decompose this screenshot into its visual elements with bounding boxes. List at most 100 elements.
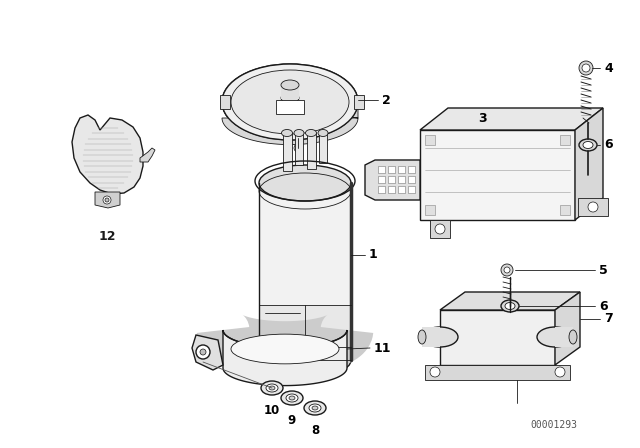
Text: 2: 2 (382, 94, 391, 107)
Text: 5: 5 (599, 263, 608, 276)
Text: 3: 3 (478, 112, 486, 125)
Circle shape (588, 202, 598, 212)
Ellipse shape (569, 330, 577, 344)
Bar (408, 176, 415, 183)
Circle shape (579, 61, 593, 75)
Circle shape (196, 345, 210, 359)
Bar (398, 166, 405, 173)
Ellipse shape (304, 401, 326, 415)
Ellipse shape (312, 406, 318, 410)
Text: 6: 6 (599, 300, 607, 313)
Ellipse shape (505, 302, 515, 310)
Polygon shape (192, 335, 223, 370)
Bar (378, 166, 385, 173)
Circle shape (504, 267, 510, 273)
Polygon shape (95, 192, 120, 208)
Ellipse shape (281, 391, 303, 405)
Ellipse shape (281, 80, 299, 90)
Ellipse shape (309, 404, 321, 412)
Ellipse shape (259, 342, 351, 378)
Bar (259, 183, 351, 360)
Text: 6: 6 (604, 138, 612, 151)
Ellipse shape (222, 64, 358, 140)
Circle shape (555, 367, 565, 377)
Bar (422, 327, 440, 347)
Text: 00001293: 00001293 (530, 420, 577, 430)
Circle shape (501, 264, 513, 276)
Ellipse shape (261, 381, 283, 395)
Text: 9: 9 (288, 414, 296, 427)
Ellipse shape (231, 334, 339, 364)
Circle shape (430, 367, 440, 377)
Bar (425, 205, 435, 215)
Polygon shape (72, 115, 143, 194)
Polygon shape (425, 365, 570, 380)
Polygon shape (555, 292, 580, 365)
Bar (398, 186, 405, 193)
Ellipse shape (266, 384, 278, 392)
Bar (295, 133, 303, 165)
Ellipse shape (537, 327, 573, 347)
Circle shape (200, 349, 206, 355)
Ellipse shape (269, 386, 275, 390)
Ellipse shape (222, 64, 358, 140)
Bar (560, 205, 570, 215)
Ellipse shape (289, 396, 295, 400)
Ellipse shape (579, 139, 597, 151)
Ellipse shape (422, 327, 458, 347)
Bar (578, 198, 608, 216)
Bar (408, 186, 415, 193)
Text: 12: 12 (99, 230, 116, 243)
Polygon shape (222, 102, 358, 145)
Ellipse shape (231, 70, 349, 134)
Circle shape (435, 224, 445, 234)
Ellipse shape (501, 300, 519, 312)
Bar (398, 176, 405, 183)
Circle shape (105, 198, 109, 202)
Ellipse shape (294, 129, 304, 137)
Text: 10: 10 (264, 404, 280, 417)
Bar (378, 186, 385, 193)
Text: 8: 8 (311, 424, 319, 437)
Ellipse shape (305, 129, 317, 137)
Polygon shape (365, 160, 420, 200)
Ellipse shape (282, 129, 292, 137)
Bar (276, 100, 304, 114)
Circle shape (582, 64, 590, 72)
Bar (307, 133, 316, 169)
Bar (283, 133, 292, 171)
Bar (259, 305, 351, 347)
Polygon shape (420, 130, 575, 220)
Text: 1: 1 (369, 249, 378, 262)
Bar (555, 327, 573, 347)
Bar (388, 176, 395, 183)
Bar (378, 176, 385, 183)
Text: 4: 4 (604, 61, 612, 74)
Ellipse shape (418, 330, 426, 344)
Polygon shape (140, 148, 155, 162)
Bar (560, 135, 570, 145)
Bar (319, 133, 327, 163)
Bar (388, 186, 395, 193)
Bar (430, 220, 450, 238)
Bar (281, 85, 299, 99)
Bar (220, 95, 230, 109)
Ellipse shape (281, 93, 299, 103)
Polygon shape (575, 108, 603, 220)
Polygon shape (440, 292, 580, 310)
Ellipse shape (583, 142, 593, 148)
Circle shape (294, 144, 302, 152)
Polygon shape (420, 108, 603, 130)
Bar (354, 95, 364, 109)
Bar (425, 135, 435, 145)
Bar (388, 166, 395, 173)
Ellipse shape (318, 129, 328, 137)
Ellipse shape (259, 165, 351, 201)
Bar (408, 166, 415, 173)
Polygon shape (223, 330, 347, 386)
Circle shape (103, 196, 111, 204)
Text: 7: 7 (604, 313, 612, 326)
Text: 11: 11 (374, 341, 392, 354)
Bar (440, 310, 555, 365)
Ellipse shape (286, 394, 298, 402)
